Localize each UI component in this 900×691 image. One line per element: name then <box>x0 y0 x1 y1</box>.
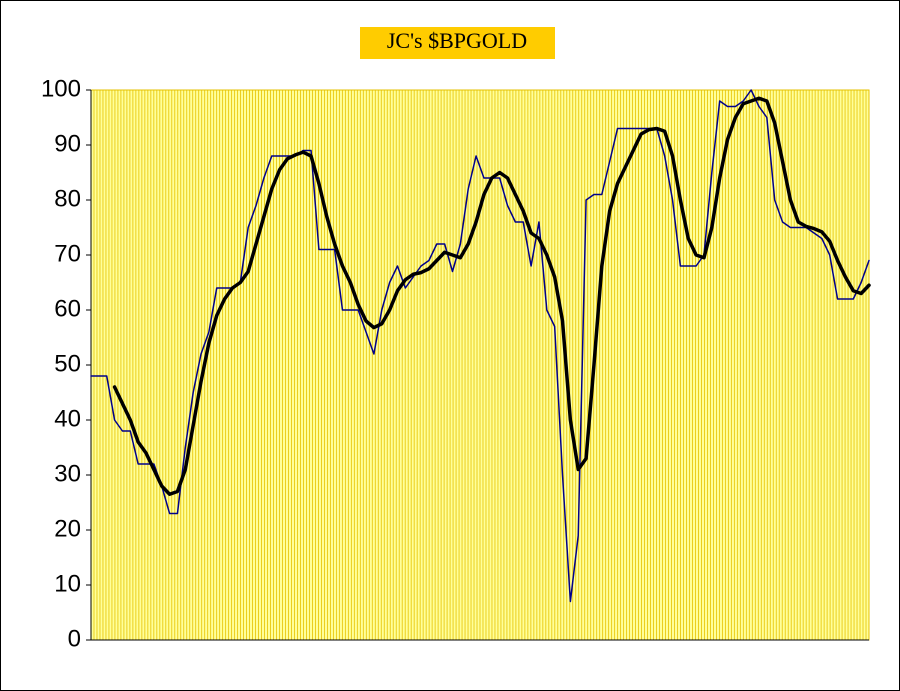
y-tick-label: 90 <box>54 130 81 157</box>
y-tick-label: 70 <box>54 240 81 267</box>
y-tick-label: 30 <box>54 460 81 487</box>
chart-title: JC's $BPGOLD <box>387 28 527 53</box>
title-background <box>360 27 555 59</box>
series-line <box>90 89 870 603</box>
series-line <box>112 96 871 496</box>
y-tick-label: 10 <box>54 570 81 597</box>
y-tick-label: 60 <box>54 295 81 322</box>
y-tick-label: 80 <box>54 185 81 212</box>
y-tick-label: 40 <box>54 405 81 432</box>
y-tick-label: 0 <box>68 625 81 652</box>
y-tick-label: 100 <box>41 75 81 102</box>
y-tick-label: 50 <box>54 350 81 377</box>
y-tick-label: 20 <box>54 515 81 542</box>
